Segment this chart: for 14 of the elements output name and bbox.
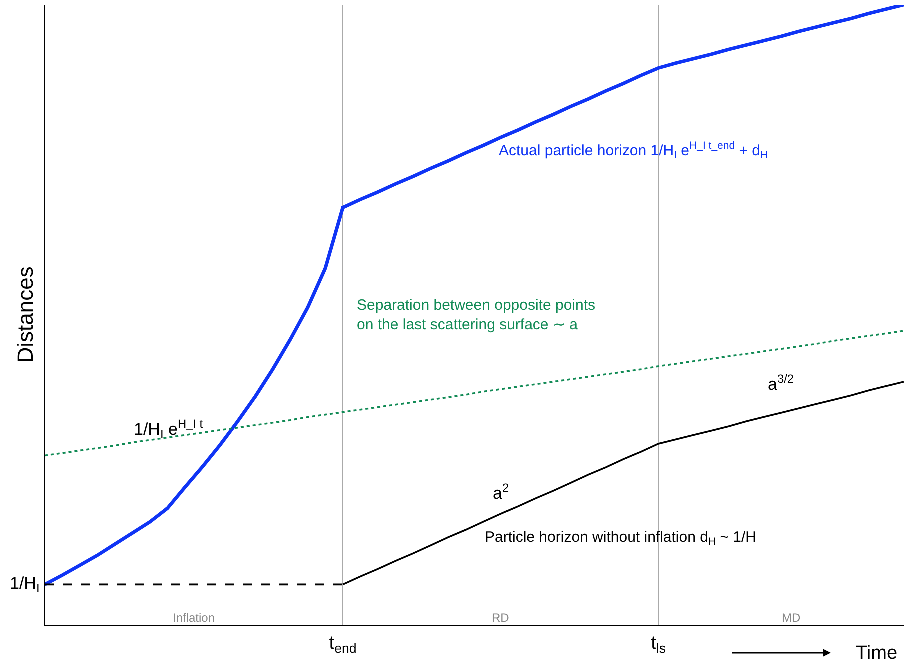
annotation: a$^{3/2}$ bbox=[768, 372, 794, 394]
text: Separation between opposite points on the last scattering surface ∼ a bbox=[357, 297, 596, 334]
y-axis-title: Distances bbox=[12, 266, 38, 364]
text: 1/H$_{I}$ bbox=[10, 574, 40, 596]
annotation: Inflation bbox=[173, 611, 216, 625]
annotation: MD bbox=[782, 611, 801, 625]
series-label: Particle horizon without inflation d$_{H}$ ~ 1/H bbox=[485, 529, 756, 548]
annotation: 1/H$_{I}$ e$^{H_I t}$ bbox=[134, 417, 204, 442]
annotation: a$^{2}$ bbox=[493, 481, 510, 504]
annotation: RD bbox=[492, 611, 510, 625]
x-axis-title: Time bbox=[856, 643, 898, 664]
series-label: Actual particle horizon 1/H$_{I}$ e$^{H_I t_end}$ + d$_{H}$ bbox=[499, 140, 768, 162]
x-tick-label: t$_{end}$ bbox=[329, 632, 357, 656]
x-tick-label: t$_{ls}$ bbox=[651, 632, 666, 656]
